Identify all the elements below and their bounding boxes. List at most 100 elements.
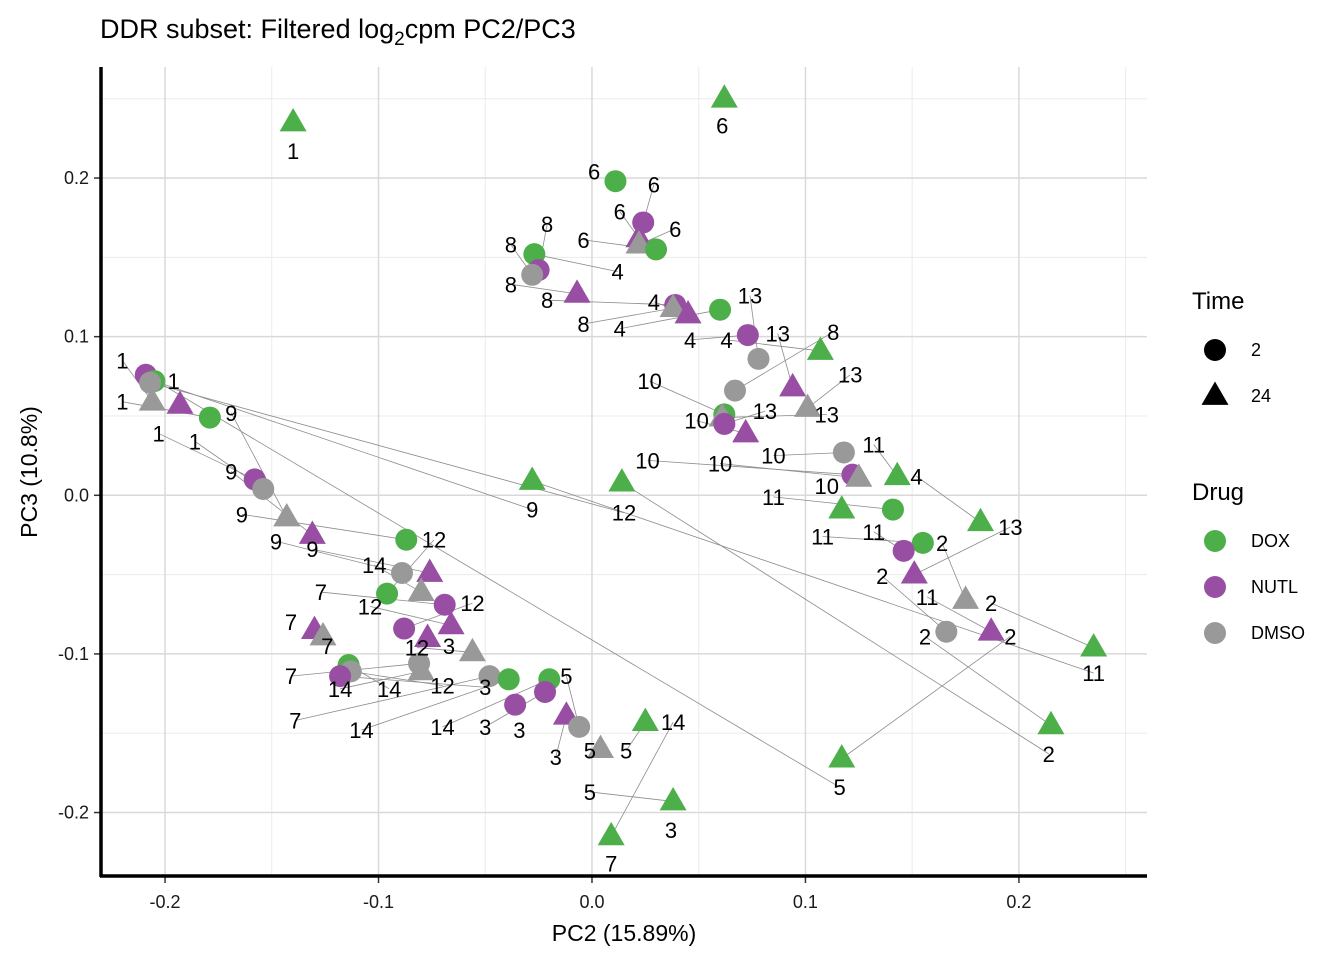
point-label: 12: [430, 674, 454, 699]
point-triangle-dmso: [587, 734, 615, 758]
point-label: 10: [637, 369, 661, 394]
x-tick-label: -0.1: [363, 892, 394, 912]
point-label: 8: [577, 312, 589, 337]
x-tick-label: 0.2: [1006, 892, 1031, 912]
label-connector: [924, 636, 1052, 726]
point-label: 10: [815, 474, 839, 499]
point-label: 14: [661, 710, 685, 735]
point-label: 8: [505, 272, 517, 297]
label-connector: [532, 480, 1094, 674]
label-connector: [149, 382, 625, 514]
point-triangle-dox: [518, 466, 546, 490]
point-label: 14: [349, 718, 373, 743]
point-triangle-dox: [279, 108, 307, 132]
point-label: 12: [422, 528, 446, 553]
point-triangle-dmso: [407, 656, 435, 681]
point-triangle-dox: [806, 336, 834, 360]
point-label: 6: [716, 114, 728, 139]
point-triangle-nutl: [563, 279, 591, 303]
label-connector: [589, 791, 674, 802]
label-connector: [369, 605, 452, 626]
point-label: 3: [550, 745, 562, 770]
point-label: 2: [919, 624, 931, 649]
legend-drug-key-dox: [1204, 530, 1226, 552]
label-connector: [773, 452, 844, 457]
point-label: 9: [270, 529, 282, 554]
legend-time-title: Time: [1192, 288, 1244, 315]
point-label: 5: [833, 775, 845, 800]
label-connector: [841, 636, 1011, 759]
point-label: 5: [584, 780, 596, 805]
label-connector: [773, 496, 894, 510]
point-triangle-nutl: [437, 610, 465, 635]
label-connector: [583, 307, 674, 325]
point-circle-dmso: [935, 620, 958, 643]
point-triangle-dmso: [458, 637, 486, 662]
point-triangle-dmso: [794, 393, 822, 417]
label-connector: [416, 647, 473, 653]
legend-drug-label: DOX: [1251, 531, 1290, 551]
point-label: 3: [479, 675, 491, 700]
legend-time-label: 24: [1251, 386, 1271, 406]
y-tick-label: -0.2: [58, 803, 89, 823]
label-connector: [882, 575, 947, 633]
label-connector: [534, 253, 618, 273]
point-triangle-dmso: [138, 387, 166, 411]
point-triangle-nutl: [298, 520, 326, 544]
point-label: 3: [443, 634, 455, 659]
point-label: 4: [720, 328, 732, 353]
point-label: 12: [460, 591, 484, 616]
point-triangle-dox: [631, 707, 659, 732]
point-label: 12: [405, 636, 429, 661]
label-connector: [340, 675, 486, 688]
legend-circle-key: [1204, 339, 1226, 361]
point-label: 9: [306, 537, 318, 562]
point-triangle-dox: [966, 507, 994, 532]
y-axis-title: PC3 (10.8%): [16, 406, 42, 538]
point-label: 5: [620, 739, 632, 764]
point-label: 7: [289, 709, 301, 734]
title-post: cpm PC2/PC3: [405, 14, 576, 44]
label-connector: [649, 380, 725, 415]
y-tick-label: 0.2: [64, 168, 89, 188]
point-label: 6: [577, 228, 589, 253]
point-label: 14: [362, 553, 386, 578]
label-connector: [720, 463, 859, 479]
title-pre: DDR subset: Filtered log: [100, 14, 394, 44]
label-connector: [350, 670, 443, 687]
point-triangle-nutl: [166, 390, 194, 414]
point-label: 3: [665, 818, 677, 843]
point-label: 11: [762, 485, 785, 510]
point-label: 1: [189, 429, 201, 454]
point-label: 1: [287, 139, 299, 164]
point-label: 12: [612, 501, 636, 526]
point-label: 11: [811, 525, 834, 550]
point-label: 13: [815, 402, 839, 427]
point-circle-nutl: [433, 593, 456, 616]
point-label: 8: [541, 212, 553, 237]
point-label: 10: [708, 452, 732, 477]
point-circle-dmso: [724, 379, 747, 402]
chart-title: DDR subset: Filtered log2cpm PC2/PC3: [100, 14, 576, 50]
point-label: 5: [584, 739, 596, 764]
point-label: 1: [116, 390, 128, 415]
point-triangle-dmso: [659, 293, 687, 317]
x-tick-label: 0.1: [793, 892, 818, 912]
point-circle-nutl: [393, 617, 416, 640]
point-label: 2: [1004, 624, 1016, 649]
point-label: 14: [377, 677, 401, 702]
point-circle-dox: [709, 298, 732, 321]
point-triangle-nutl: [416, 558, 444, 582]
point-triangle-dox: [608, 468, 636, 492]
point-label: 4: [684, 328, 696, 353]
y-tick-label: 0.1: [64, 327, 89, 347]
legend-drug-label: DMSO: [1251, 623, 1305, 643]
label-connector: [991, 602, 1094, 648]
point-triangle-dox: [1080, 633, 1108, 657]
point-label: 7: [321, 634, 333, 659]
point-circle-dmso: [390, 562, 413, 585]
point-label: 12: [358, 594, 382, 619]
point-circle-nutl: [534, 680, 557, 703]
point-label: 9: [225, 460, 237, 485]
plot-panel: [101, 67, 1147, 876]
